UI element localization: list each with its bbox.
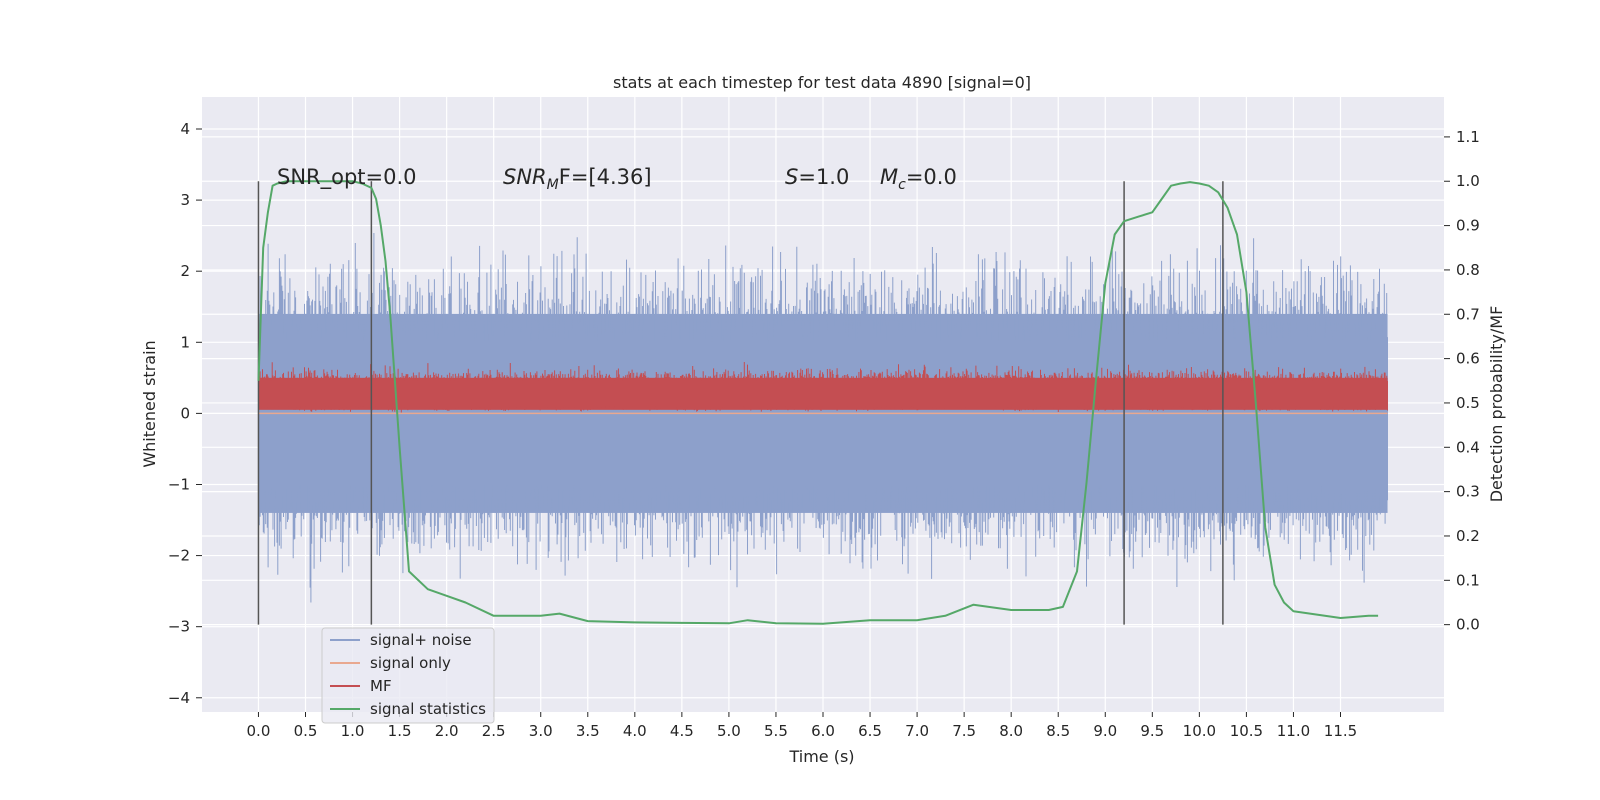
x-tick-label: 1.5: [388, 722, 412, 740]
x-tick-label: 7.5: [952, 722, 976, 740]
series-signal-statistics: [257, 180, 1379, 625]
x-tick-label: 3.0: [529, 722, 553, 740]
y-left-tick-label: 3: [180, 191, 190, 209]
y-right-tick-label: 1.0: [1456, 172, 1480, 190]
x-tick-label: 4.5: [670, 722, 694, 740]
x-tick-label: 2.5: [482, 722, 506, 740]
annotation-snr-mf-sub: M: [547, 177, 559, 193]
x-tick-label: 8.5: [1046, 722, 1070, 740]
y-left-tick-label: −4: [168, 689, 190, 707]
legend-label-mf: MF: [370, 677, 392, 695]
x-tick-label: 7.0: [905, 722, 929, 740]
y-left-tick-label: 1: [180, 333, 190, 351]
y-right-tick-label: 1.1: [1456, 128, 1480, 146]
annotation-snr-mf: SNRMF=[4.36]: [503, 165, 652, 193]
annotation-s-name: S: [785, 165, 798, 189]
y-left-tick-label: 4: [180, 120, 190, 138]
x-tick-label: 10.0: [1183, 722, 1216, 740]
legend: signal+ noise signal only MF signal stat…: [321, 627, 495, 724]
x-tick-label: 10.5: [1230, 722, 1263, 740]
annotation-mc-sub: c: [898, 177, 906, 193]
annotation-s: S=1.0: [785, 165, 849, 189]
legend-label-signal-plus-noise: signal+ noise: [370, 631, 472, 649]
legend-label-signal-only: signal only: [370, 654, 451, 672]
x-tick-label: 5.5: [764, 722, 788, 740]
annotation-mc: Mc=0.0: [880, 165, 957, 193]
x-tick-label: 5.0: [717, 722, 741, 740]
x-tick-label: 8.0: [999, 722, 1023, 740]
x-tick-label: 0.0: [247, 722, 271, 740]
x-tick-label: 0.5: [294, 722, 318, 740]
y-left-tick-label: −2: [168, 547, 190, 565]
x-tick-label: 1.0: [341, 722, 365, 740]
y-left-tick-label: −3: [168, 618, 190, 636]
y-right-tick-label: 0.1: [1456, 571, 1480, 589]
annotation-snr-mf-rest: F=[4.36]: [559, 165, 652, 189]
y-right-tick-label: 0.8: [1456, 261, 1480, 279]
y-right-tick-label: 0.7: [1456, 305, 1480, 323]
x-tick-label: 11.0: [1277, 722, 1310, 740]
y-right-tick-label: 0.4: [1456, 438, 1480, 456]
y-left-tick-label: −1: [168, 475, 190, 493]
y-axis-right-title: Detection probability/MF: [1487, 306, 1506, 503]
axis-ticks: 0.0 0.5 1.0 1.5 2.0 2.5 3.0 3.5 4.0 4.5 5.0 5.5 6.0 6…: [168, 120, 1480, 740]
y-right-tick-label: 0.5: [1456, 394, 1480, 412]
y-right-tick-label: 0.9: [1456, 217, 1480, 235]
x-tick-label: 4.0: [623, 722, 647, 740]
chart-title: stats at each timestep for test data 489…: [613, 73, 1031, 92]
y-right-tick-label: 0.2: [1456, 527, 1480, 545]
x-tick-label: 3.5: [576, 722, 600, 740]
signal-statistics-line: [257, 180, 1379, 625]
y-right-tick-label: 0.0: [1456, 616, 1480, 634]
y-right-tick-label: 0.6: [1456, 350, 1480, 368]
y-axis-left-title: Whitened strain: [140, 340, 159, 467]
legend-label-signal-statistics: signal statistics: [370, 700, 486, 718]
annotation-mc-rest: =0.0: [906, 165, 957, 189]
annotation-mc-name: M: [880, 165, 898, 189]
x-axis-title: Time (s): [788, 747, 854, 766]
y-left-tick-label: 0: [180, 404, 190, 422]
vertical-markers: [257, 181, 1224, 625]
legend-box: [321, 627, 495, 724]
x-tick-label: 6.0: [811, 722, 835, 740]
x-tick-label: 9.5: [1140, 722, 1164, 740]
y-left-tick-label: 2: [180, 262, 190, 280]
annotation-snr-opt: SNR_opt=0.0: [277, 165, 417, 190]
x-tick-label: 2.0: [435, 722, 459, 740]
annotation-s-rest: =1.0: [798, 165, 849, 189]
annotation-snr-mf-name: SNR: [503, 165, 547, 189]
x-tick-label: 6.5: [858, 722, 882, 740]
y-right-tick-label: 0.3: [1456, 483, 1480, 501]
x-tick-label: 9.0: [1093, 722, 1117, 740]
x-tick-label: 11.5: [1324, 722, 1357, 740]
